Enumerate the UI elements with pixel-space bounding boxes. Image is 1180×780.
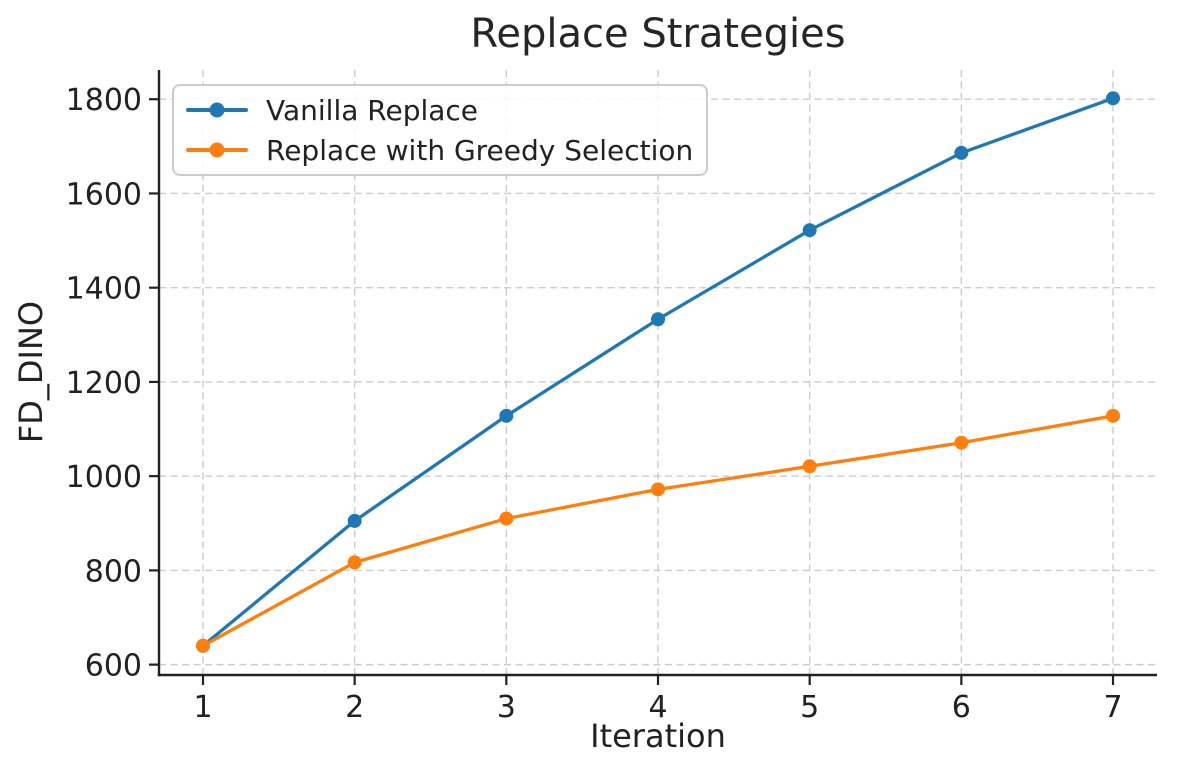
- legend-line-swatch: [186, 102, 248, 118]
- y-tick-label: 1400: [66, 272, 142, 307]
- y-tick-label: 1800: [66, 83, 142, 118]
- data-point: [651, 312, 665, 327]
- legend-marker-icon: [209, 142, 225, 158]
- y-tick-label: 1000: [66, 460, 142, 495]
- data-point: [347, 555, 362, 570]
- data-point: [802, 223, 817, 238]
- chart-title: Replace Strategies: [470, 11, 846, 57]
- legend-label: Replace with Greedy Selection: [266, 133, 694, 167]
- x-tick-label: 3: [497, 690, 516, 725]
- data-point: [651, 482, 665, 497]
- data-point: [954, 435, 969, 450]
- data-point: [347, 513, 362, 528]
- y-tick-label: 1600: [66, 177, 142, 212]
- x-tick-label: 6: [952, 690, 971, 725]
- legend: Vanilla Replace Replace with Greedy Sele…: [172, 84, 708, 176]
- legend-line-swatch: [186, 142, 248, 158]
- data-point: [195, 638, 210, 653]
- data-point: [499, 511, 514, 526]
- legend-item: Replace with Greedy Selection: [174, 130, 706, 170]
- x-tick-label: 7: [1103, 690, 1122, 725]
- data-point: [954, 145, 969, 160]
- legend-label: Vanilla Replace: [266, 93, 479, 127]
- y-tick-label: 1200: [66, 366, 142, 401]
- x-tick-label: 4: [648, 690, 667, 725]
- x-tick-label: 2: [345, 690, 364, 725]
- x-tick-label: 1: [193, 690, 212, 725]
- legend-marker-icon: [209, 102, 225, 118]
- data-point: [802, 459, 817, 474]
- data-point: [1106, 408, 1121, 423]
- y-tick-label: 800: [85, 554, 142, 589]
- data-point: [499, 408, 514, 423]
- x-tick-label: 5: [800, 690, 819, 725]
- data-point: [1106, 91, 1121, 106]
- x-axis-label: Iteration: [590, 717, 726, 755]
- y-tick-label: 600: [85, 649, 142, 684]
- legend-item: Vanilla Replace: [174, 90, 706, 130]
- y-axis-label: FD_DINO: [12, 300, 50, 444]
